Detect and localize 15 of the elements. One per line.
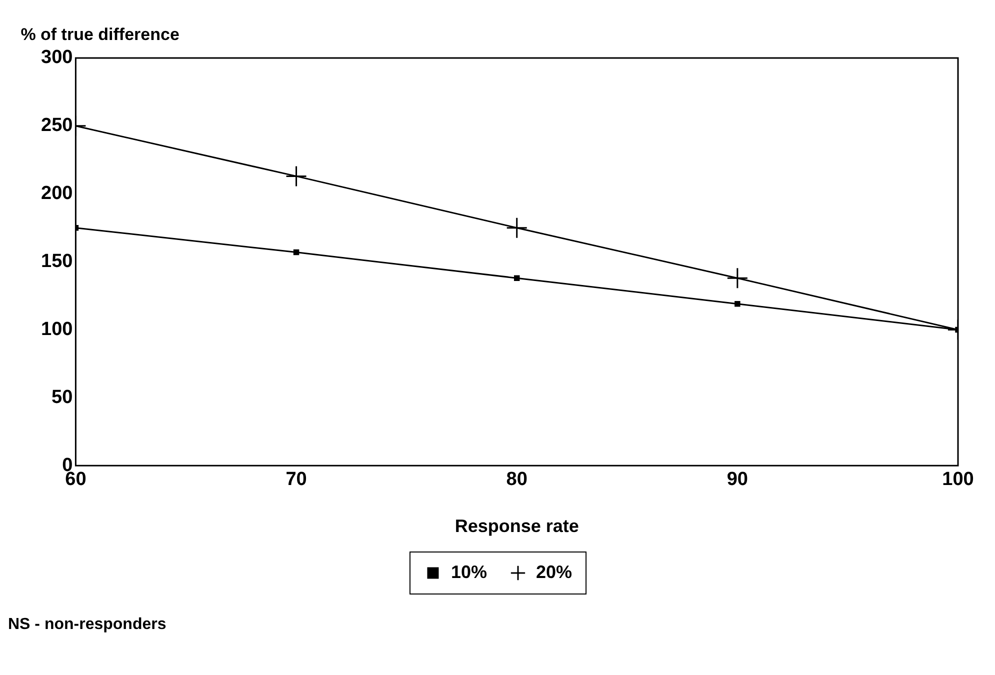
text: NS - non-responders (8, 616, 168, 634)
legend-label: 10% (450, 562, 488, 582)
y-tick-label: 250 (41, 115, 73, 136)
y-tick-label: 200 (41, 183, 73, 204)
x-tick-label: 70 (286, 469, 307, 490)
x-tick-label: 80 (506, 469, 528, 490)
y-tick-label: 300 (41, 47, 73, 68)
x-tick-label: 90 (726, 469, 748, 490)
x-axis-title: Response rate (454, 516, 579, 536)
x-tick-label: 100 (942, 469, 974, 490)
y-axis-title: % of true difference (20, 25, 180, 44)
y-tick-label: 100 (41, 318, 73, 340)
y-tick-label: 150 (41, 251, 73, 272)
legend-label: 20% (536, 562, 572, 582)
y-tick-label: 50 (52, 386, 73, 408)
